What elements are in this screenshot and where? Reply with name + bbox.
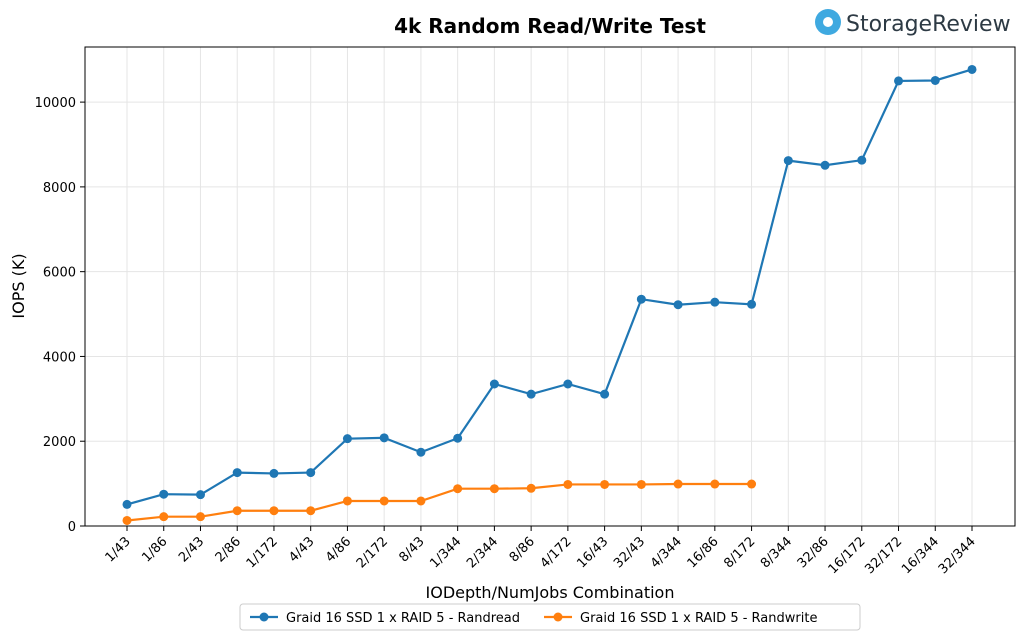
data-point (673, 479, 683, 489)
y-tick-label: 2000 (43, 435, 76, 450)
brand-text: StorageReview (846, 12, 1011, 37)
data-point (453, 433, 463, 443)
legend-marker (553, 612, 563, 622)
data-point (342, 496, 352, 506)
data-point (416, 447, 426, 457)
logo-icon-hole (823, 17, 833, 27)
data-point (526, 389, 536, 399)
data-point (232, 506, 242, 516)
data-point (122, 499, 132, 509)
data-point (195, 512, 205, 522)
data-point (269, 468, 279, 478)
data-point (526, 483, 536, 493)
data-point (600, 389, 610, 399)
data-point (894, 76, 904, 86)
data-point (159, 489, 169, 499)
data-point (269, 506, 279, 516)
data-point (159, 512, 169, 522)
data-point (636, 479, 646, 489)
y-tick-label: 4000 (43, 350, 76, 365)
data-point (636, 294, 646, 304)
data-point (453, 484, 463, 494)
data-point (306, 468, 316, 478)
legend-label: Graid 16 SSD 1 x RAID 5 - Randread (286, 611, 520, 626)
data-point (747, 299, 757, 309)
legend-marker (259, 612, 269, 622)
series-line (126, 482, 752, 522)
data-point (563, 379, 573, 389)
y-tick-label: 6000 (43, 266, 76, 281)
data-point (747, 479, 757, 489)
data-point (857, 155, 867, 165)
data-point (673, 300, 683, 310)
x-axis-label: IODepth/NumJobs Combination (426, 583, 675, 602)
y-axis-label: IOPS (K) (9, 253, 28, 318)
data-point (820, 160, 830, 170)
series-line (126, 68, 973, 506)
data-point (563, 479, 573, 489)
data-point (489, 379, 499, 389)
data-point (195, 490, 205, 500)
data-point (416, 496, 426, 506)
data-point (930, 75, 940, 85)
data-point (122, 515, 132, 525)
plot-frame (84, 46, 1016, 527)
brand-logo: StorageReview (815, 9, 1011, 37)
y-tick-label: 8000 (43, 181, 76, 196)
data-point (232, 468, 242, 478)
legend: Graid 16 SSD 1 x RAID 5 - Randread Graid … (239, 603, 861, 631)
data-point (600, 479, 610, 489)
y-tick-label: 0 (68, 520, 76, 535)
data-point (489, 484, 499, 494)
data-point (783, 156, 793, 166)
legend-label: Graid 16 SSD 1 x RAID 5 - Randwrite (580, 611, 817, 626)
data-point (710, 297, 720, 307)
data-point (379, 496, 389, 506)
data-point (379, 433, 389, 443)
data-point (967, 64, 977, 74)
y-tick-label: 10000 (35, 96, 76, 111)
data-point (710, 479, 720, 489)
chart-title: 4k Random Read/Write Test (394, 14, 706, 38)
data-point (342, 434, 352, 444)
data-point (306, 506, 316, 516)
